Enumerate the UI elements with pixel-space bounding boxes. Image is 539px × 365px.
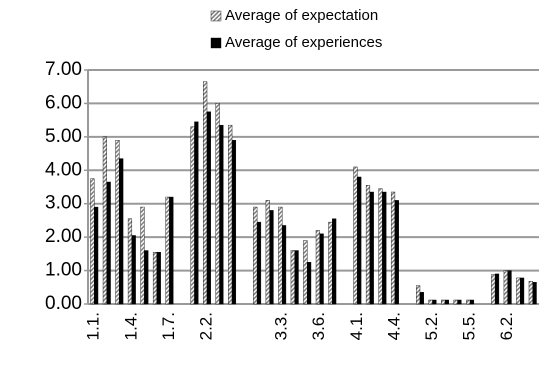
bar — [140, 206, 145, 305]
bar — [394, 200, 399, 305]
y-tick-label: 6.00 — [45, 92, 82, 113]
bar — [528, 281, 533, 305]
bar — [491, 274, 496, 305]
bar — [520, 277, 525, 305]
bar — [215, 103, 220, 305]
bar — [432, 299, 437, 305]
bar — [332, 218, 337, 305]
x-tick-label: 1.4. — [121, 312, 140, 340]
bar — [194, 121, 199, 305]
x-tick-label: 1.1. — [84, 312, 103, 340]
bar — [319, 233, 324, 305]
bar — [365, 185, 371, 305]
bar — [219, 124, 224, 305]
y-tick-label: 7.00 — [45, 59, 82, 80]
bar — [507, 270, 512, 305]
bar — [469, 299, 475, 305]
bar — [516, 277, 521, 305]
bar — [231, 139, 237, 305]
bar — [169, 196, 174, 305]
bar — [307, 262, 312, 305]
bar — [156, 251, 161, 305]
bar — [106, 181, 111, 305]
bar — [503, 270, 508, 305]
bar — [290, 250, 295, 305]
bar — [203, 81, 208, 305]
legend-label: Average of expectation — [225, 7, 378, 24]
bar — [453, 299, 458, 305]
bar — [131, 235, 136, 305]
legend-label: Average of experiences — [225, 34, 382, 51]
bar — [119, 158, 124, 305]
bar — [152, 251, 158, 305]
bar — [206, 111, 211, 305]
x-tick-label: 4.4. — [384, 312, 403, 340]
x-tick-label: 6.2. — [497, 312, 516, 340]
x-tick-label: 2.2. — [196, 312, 215, 340]
x-tick-label: 3.3. — [272, 312, 291, 340]
bar — [428, 299, 433, 305]
bar — [256, 221, 262, 305]
bar — [494, 273, 500, 305]
y-tick-label: 2.00 — [45, 226, 82, 247]
bar — [253, 206, 258, 305]
bar — [102, 136, 107, 305]
bar — [281, 225, 287, 305]
y-tick-label: 1.00 — [45, 260, 82, 281]
bar — [294, 250, 299, 305]
y-tick-label: 5.00 — [45, 126, 82, 147]
bar — [127, 218, 133, 305]
bar — [419, 292, 424, 305]
bar — [144, 250, 149, 305]
y-tick-label: 4.00 — [45, 159, 82, 180]
bar — [228, 124, 233, 305]
bar — [278, 206, 283, 305]
bar — [115, 139, 120, 305]
x-tick-label: 5.2. — [422, 312, 441, 340]
bar — [357, 176, 362, 305]
bar — [457, 299, 462, 305]
y-tick-label: 3.00 — [45, 193, 82, 214]
bar — [190, 126, 195, 305]
bar — [165, 196, 170, 305]
bar — [532, 282, 537, 305]
y-tick-label: 0.00 — [45, 293, 82, 314]
bar — [315, 230, 320, 305]
bar — [90, 178, 95, 305]
bar — [94, 206, 99, 305]
bar — [328, 221, 333, 305]
bar — [382, 191, 387, 305]
bar — [416, 285, 421, 305]
bar — [378, 188, 383, 305]
bar — [444, 299, 449, 305]
bar — [303, 240, 308, 305]
bar — [441, 299, 446, 305]
legend-swatch — [210, 10, 222, 22]
x-tick-label: 3.6. — [309, 312, 328, 340]
x-tick-label: 1.7. — [159, 312, 178, 340]
bar — [390, 191, 396, 305]
bar — [353, 166, 358, 305]
x-tick-label: 4.1. — [347, 312, 366, 340]
bar — [265, 200, 270, 305]
bar — [466, 299, 471, 305]
bar — [269, 210, 274, 305]
legend-swatch — [210, 37, 222, 49]
x-tick-label: 5.5. — [460, 312, 479, 340]
bar — [369, 191, 374, 305]
